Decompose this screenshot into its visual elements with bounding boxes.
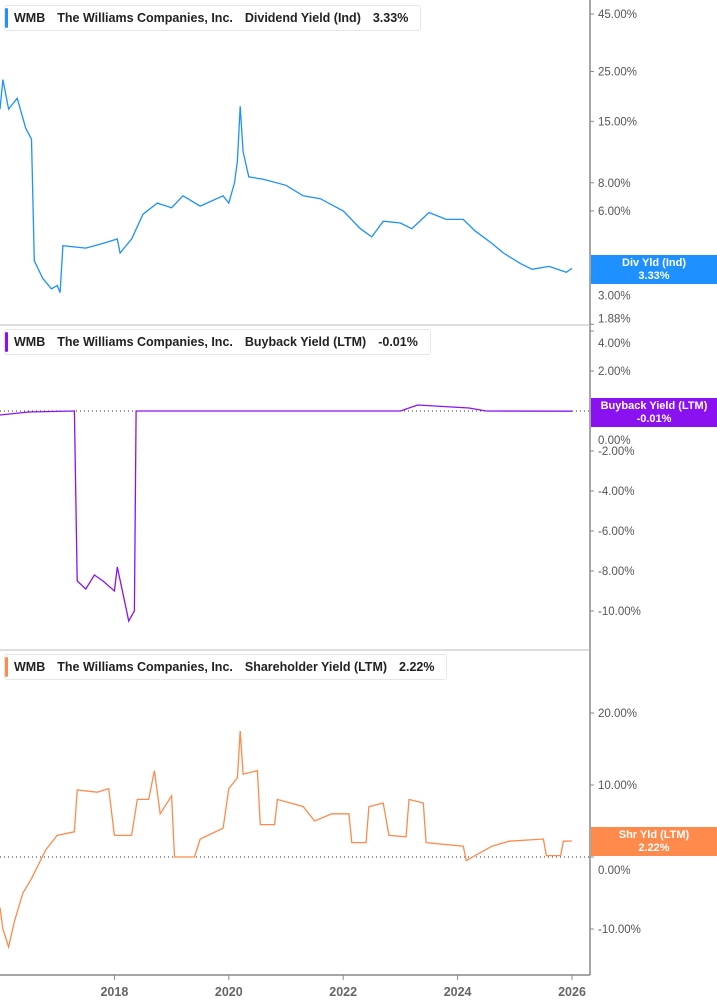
- y-tick-label: -4.00%: [598, 486, 634, 498]
- y-tick-label: 20.00%: [598, 708, 637, 720]
- legend-company: The Williams Companies, Inc.: [57, 11, 233, 25]
- x-tick-label: 2024: [444, 985, 472, 999]
- y-tick-label: 0.00%: [598, 435, 631, 447]
- y-tick-label: 15.00%: [598, 116, 637, 128]
- tag-label: Shr Yld (LTM): [618, 829, 690, 841]
- legend-value: 3.33%: [372, 11, 409, 25]
- last-value-tag-dividend: Div Yld (Ind) 3.33%: [591, 255, 717, 284]
- series-line-1: [0, 404, 573, 623]
- legend-value: 2.22%: [399, 660, 435, 674]
- y-tick-label: -6.00%: [598, 526, 634, 538]
- y-tick-label: -2.00%: [598, 446, 634, 458]
- y-tick-label: 6.00%: [598, 206, 631, 218]
- legend-buyback-yield: WMB The Williams Companies, Inc. Buyback Y…: [4, 329, 431, 355]
- tag-label: Div Yld (Ind): [622, 257, 686, 269]
- tag-value: -0.01%: [636, 413, 672, 425]
- y-tick-label: 3.00%: [598, 291, 631, 303]
- y-tick-label: 25.00%: [598, 66, 637, 78]
- legend-value: -0.01%: [378, 335, 418, 349]
- y-tick-label: 45.00%: [598, 9, 637, 21]
- y-tick-label: -10.00%: [598, 924, 641, 936]
- x-tick-label: 2020: [215, 985, 243, 999]
- legend-company: The Williams Companies, Inc.: [57, 335, 233, 349]
- y-tick-label: 2.00%: [598, 366, 631, 378]
- x-tick-label: 2018: [100, 985, 128, 999]
- legend-ticker: WMB: [14, 660, 46, 674]
- tag-label: Buyback Yield (LTM): [600, 400, 708, 412]
- y-tick-label: 8.00%: [598, 178, 631, 190]
- last-value-tag-shareholder: Shr Yld (LTM) 2.22%: [591, 827, 717, 856]
- legend-metric: Shareholder Yield (LTM): [244, 660, 388, 674]
- last-value-tag-buyback: Buyback Yield (LTM) -0.01%: [591, 398, 717, 427]
- legend-shareholder-yield: WMB The Williams Companies, Inc. Sharehold…: [4, 654, 448, 680]
- y-tick-label: 4.00%: [598, 338, 631, 350]
- series-line-0: [0, 79, 573, 293]
- tag-value: 3.33%: [638, 270, 670, 282]
- y-tick-label: 1.88%: [598, 313, 631, 325]
- legend-company: The Williams Companies, Inc.: [57, 660, 233, 674]
- tag-value: 2.22%: [638, 842, 670, 854]
- x-tick-label: 2022: [329, 985, 357, 999]
- y-tick-label: -8.00%: [598, 566, 634, 578]
- y-tick-label: -10.00%: [598, 606, 641, 618]
- x-tick-label: 2026: [558, 985, 586, 999]
- legend-ticker: WMB: [14, 335, 46, 349]
- legend-metric: Buyback Yield (LTM): [244, 335, 367, 349]
- legend-dividend-yield: WMB The Williams Companies, Inc. Dividend …: [4, 5, 422, 31]
- y-tick-label: 0.00%: [598, 865, 631, 877]
- legend-ticker: WMB: [14, 11, 46, 25]
- series-line-2: [0, 730, 573, 950]
- legend-metric: Dividend Yield (Ind): [244, 11, 361, 25]
- y-tick-label: 10.00%: [598, 780, 637, 792]
